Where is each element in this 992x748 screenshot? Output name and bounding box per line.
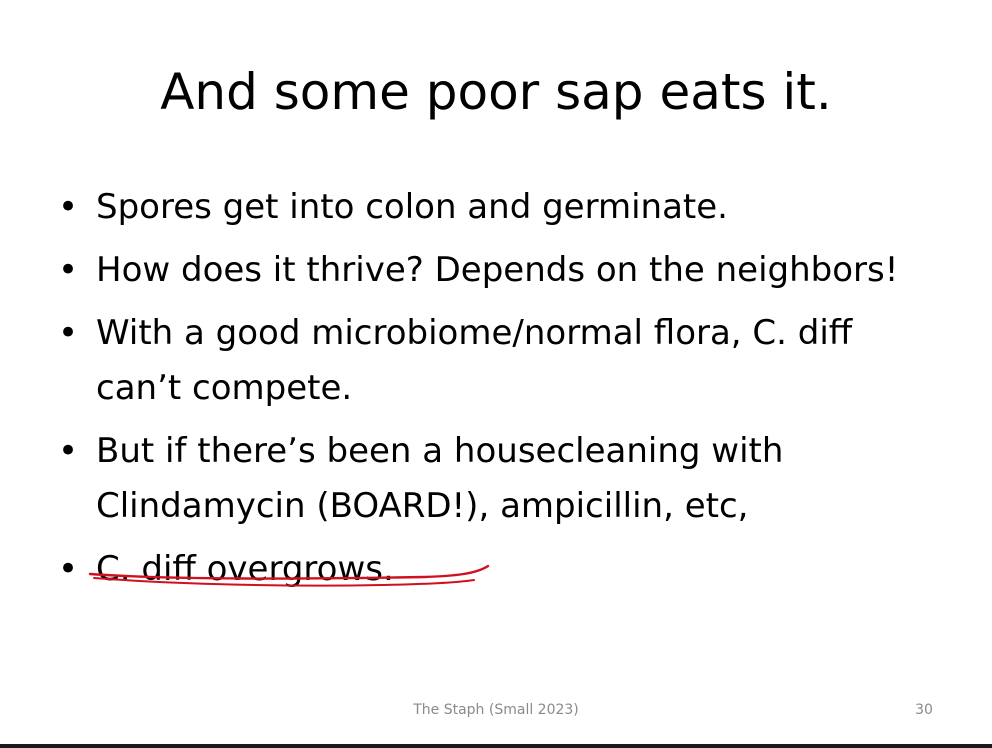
- bullet-item: • How does it thrive? Depends on the nei…: [58, 243, 938, 298]
- slide-bottom-border: [0, 744, 992, 748]
- slide-title: And some poor sap eats it.: [160, 63, 832, 121]
- bullet-marker: •: [58, 431, 79, 471]
- bullet-list: • Spores get into colon and germinate. •…: [58, 180, 938, 605]
- bullet-text: But if there’s been a housecleaning with…: [96, 431, 784, 526]
- bullet-item: • C. diff overgrows.: [58, 542, 938, 597]
- page-number: 30: [915, 702, 933, 718]
- bullet-item: • With a good microbiome/normal flora, C…: [58, 306, 938, 416]
- bullet-text: C. diff overgrows.: [96, 549, 394, 589]
- bullet-item: • Spores get into colon and germinate.: [58, 180, 938, 235]
- bullet-text: Spores get into colon and germinate.: [96, 187, 728, 227]
- bullet-marker: •: [58, 549, 79, 589]
- bullet-marker: •: [58, 313, 79, 353]
- bullet-text: How does it thrive? Depends on the neigh…: [96, 250, 899, 290]
- bullet-item: • But if there’s been a housecleaning wi…: [58, 424, 938, 534]
- bullet-marker: •: [58, 187, 79, 227]
- footer-text: The Staph (Small 2023): [413, 702, 579, 718]
- bullet-marker: •: [58, 250, 79, 290]
- bullet-text: With a good microbiome/normal flora, C. …: [96, 313, 853, 408]
